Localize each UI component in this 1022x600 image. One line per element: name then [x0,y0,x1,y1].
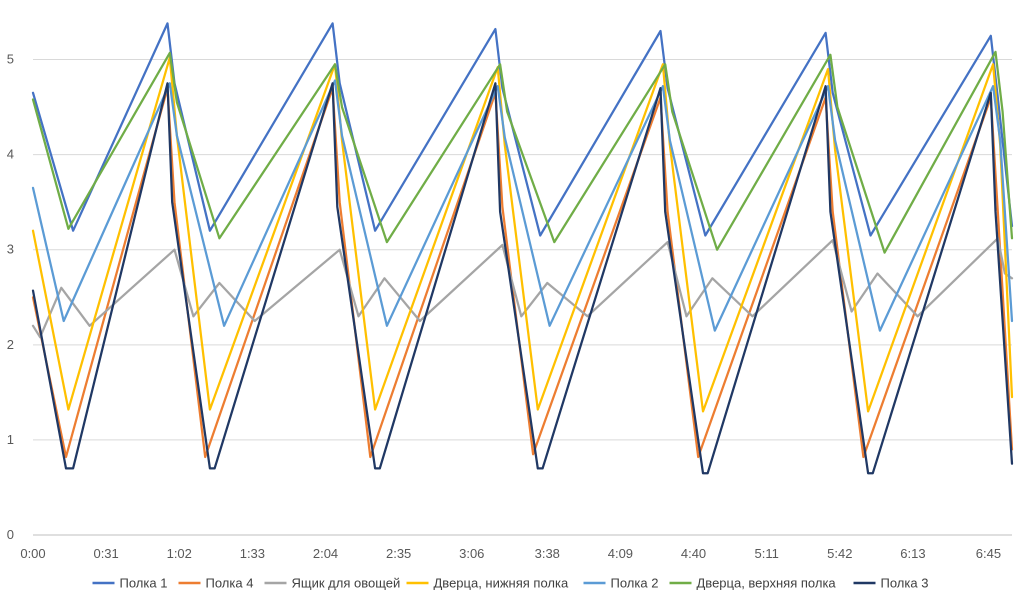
series-line-5 [31,79,1014,332]
y-tick-label: 1 [7,432,14,447]
x-tick-label: 0:31 [93,546,118,561]
x-tick-label: 0:00 [20,546,45,561]
y-tick-label: 3 [7,242,14,257]
series-line-1 [31,22,1014,237]
series-line-6 [31,50,1014,254]
x-axis-ticks: 0:00 0:31 1:02 1:33 2:04 2:35 3:06 3:38 4:09 4:40… [20,546,1001,561]
x-tick-label: 2:35 [386,546,411,561]
legend-label: Полка 4 [206,576,254,591]
x-tick-label: 6:45 [976,546,1001,561]
y-tick-label: 4 [7,147,14,162]
x-tick-label: 4:09 [608,546,633,561]
legend-label: Полка 2 [611,576,659,591]
x-tick-label: 5:11 [754,546,778,561]
x-tick-label: 1:02 [167,546,192,561]
y-tick-label: 5 [7,52,14,67]
series-line-7 [31,82,1014,475]
y-tick-label: 0 [7,527,14,542]
x-tick-label: 3:38 [535,546,560,561]
legend-label: Ящик для овощей [292,576,401,591]
legend-label: Полка 1 [120,576,168,591]
x-tick-label: 1:33 [240,546,265,561]
y-tick-label: 2 [7,337,14,352]
y-axis-ticks: 0 1 2 3 4 5 [7,52,14,542]
x-tick-label: 3:06 [459,546,484,561]
legend-label: Дверца, нижняя полка [434,576,569,591]
series-lines [31,22,1014,475]
legend-label: Дверца, верхняя полка [697,576,837,591]
x-tick-label: 4:40 [681,546,706,561]
x-tick-label: 2:04 [313,546,338,561]
x-tick-label: 5:42 [827,546,852,561]
legend: Полка 1 Полка 4 Ящик для овощей Дверца, ниж… [92,576,929,591]
x-tick-label: 6:13 [900,546,925,561]
legend-label: Полка 3 [881,576,929,591]
series-line-4 [31,56,1014,413]
